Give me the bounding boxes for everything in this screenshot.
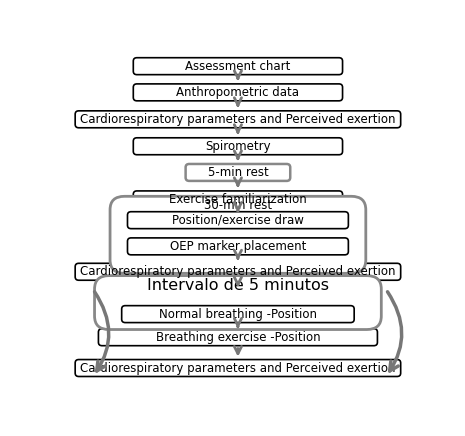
FancyBboxPatch shape: [133, 84, 343, 101]
FancyBboxPatch shape: [127, 212, 348, 228]
Text: Position/exercise draw: Position/exercise draw: [172, 214, 304, 227]
Text: 30-min rest: 30-min rest: [204, 199, 272, 212]
Text: Intervalo de 5 minutos: Intervalo de 5 minutos: [147, 278, 329, 293]
FancyBboxPatch shape: [94, 276, 381, 330]
Text: Cardiorespiratory parameters and Perceived exertion: Cardiorespiratory parameters and Perceiv…: [80, 361, 396, 375]
FancyBboxPatch shape: [186, 164, 290, 181]
FancyBboxPatch shape: [75, 111, 401, 128]
Text: Exercise familiarization: Exercise familiarization: [169, 193, 307, 206]
Text: OEP marker placement: OEP marker placement: [170, 240, 306, 253]
Text: Cardiorespiratory parameters and Perceived exertion: Cardiorespiratory parameters and Perceiv…: [80, 113, 396, 126]
FancyBboxPatch shape: [133, 191, 343, 208]
FancyBboxPatch shape: [133, 138, 343, 155]
Text: 5-min rest: 5-min rest: [207, 166, 268, 179]
Text: Spirometry: Spirometry: [205, 140, 271, 153]
FancyBboxPatch shape: [127, 238, 348, 255]
Text: Normal breathing -Position: Normal breathing -Position: [159, 308, 317, 320]
Text: Anthropometric data: Anthropometric data: [176, 86, 299, 99]
FancyBboxPatch shape: [75, 263, 401, 280]
Text: Cardiorespiratory parameters and Perceived exertion: Cardiorespiratory parameters and Perceiv…: [80, 265, 396, 278]
FancyBboxPatch shape: [122, 306, 354, 323]
Text: Assessment chart: Assessment chart: [185, 60, 291, 73]
Text: Breathing exercise -Position: Breathing exercise -Position: [156, 331, 320, 344]
FancyBboxPatch shape: [75, 360, 401, 377]
FancyBboxPatch shape: [110, 196, 366, 273]
FancyBboxPatch shape: [133, 58, 343, 75]
FancyBboxPatch shape: [99, 329, 378, 346]
